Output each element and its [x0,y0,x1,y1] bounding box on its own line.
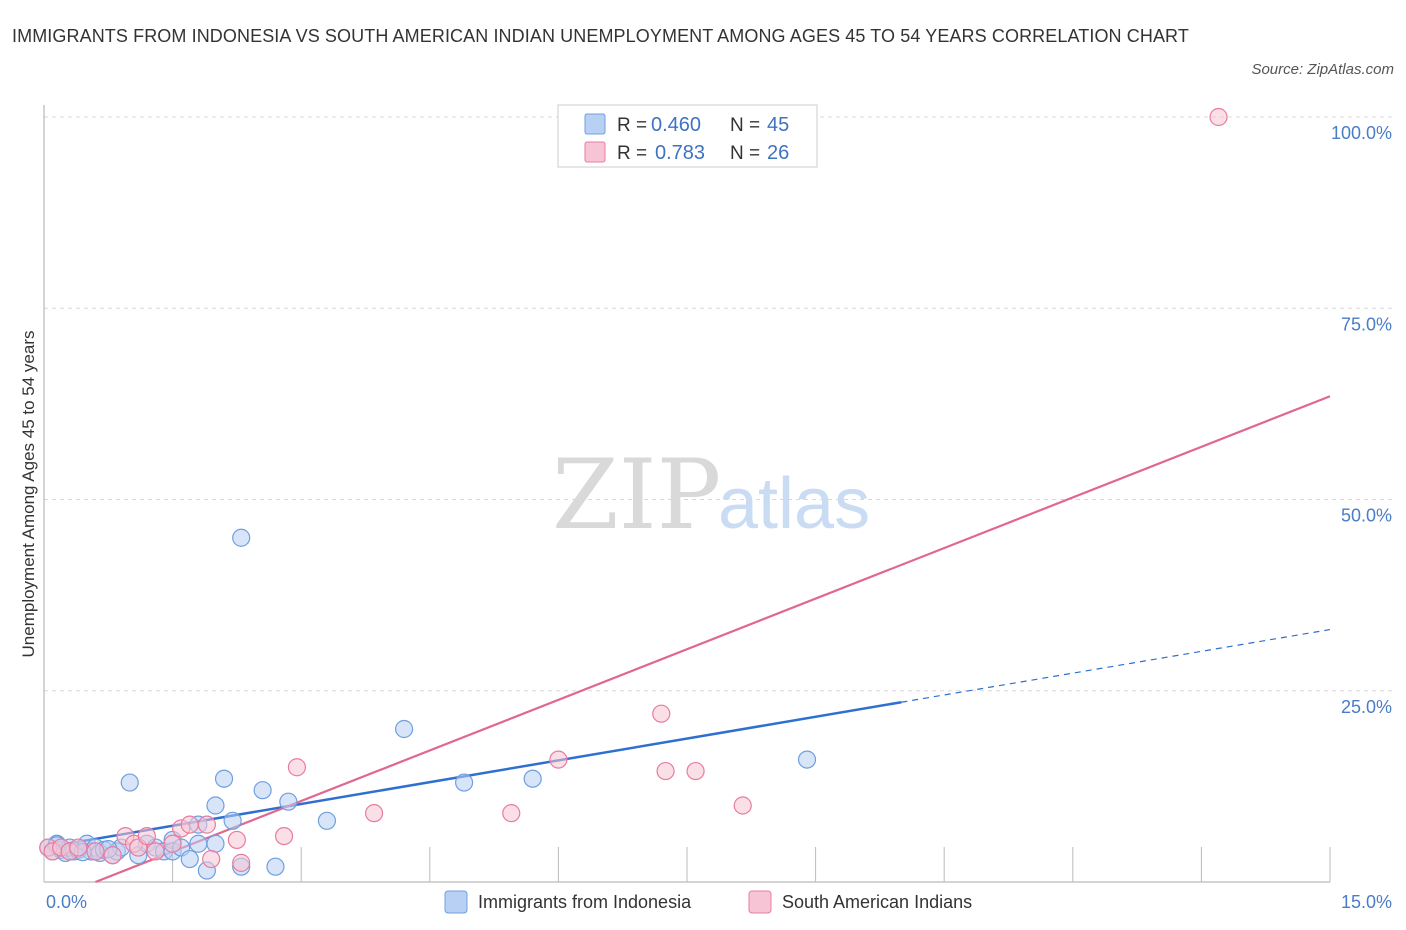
stats-legend: R = 0.460 N = 45 R = 0.783 N = 26 [557,104,818,168]
point-south-american-indians [1209,107,1228,127]
point-south-american-indians [502,804,521,823]
watermark-atlas: atlas [718,464,870,544]
series-legend-swatch-south-american-indians [748,890,772,914]
y-tick-label: 25.0% [1341,697,1392,717]
point-south-american-indians [232,853,251,872]
point-indonesia [317,811,337,830]
point-south-american-indians [163,834,182,853]
point-indonesia [454,773,474,792]
point-south-american-indians [364,804,384,823]
legend-r-label-pink: R = [617,143,647,164]
legend-n-label-blue: N = [730,115,760,136]
x-tick-label: 0.0% [46,892,87,912]
legend-swatch-blue [584,113,606,135]
point-south-american-indians [137,826,156,846]
data-points [39,107,1228,880]
y-tick-label: 75.0% [1341,314,1392,334]
legend-swatch-pink [584,141,606,163]
point-indonesia [797,750,817,769]
series-legend-label-south-american-indians: South American Indians [782,892,972,912]
series-legend: Immigrants from Indonesia South American… [444,890,972,914]
trend-line-indonesia-extension [901,628,1331,703]
point-south-american-indians [652,704,671,723]
series-legend-swatch-indonesia [444,890,468,914]
legend-n-label-pink: N = [730,143,760,164]
point-south-american-indians [733,796,752,815]
point-south-american-indians [274,826,294,846]
chart-title: IMMIGRANTS FROM INDONESIA VS SOUTH AMERI… [12,26,1189,46]
legend-r-value-blue: 0.460 [651,114,701,136]
gridlines [44,116,1392,692]
point-indonesia [120,773,139,792]
point-south-american-indians [146,842,165,861]
legend-r-value-pink: 0.783 [655,142,705,164]
point-south-american-indians [202,849,221,869]
point-indonesia [223,811,242,830]
legend-n-value-pink: 26 [767,142,789,164]
point-south-american-indians [103,846,122,865]
legend-r-label-blue: R = [617,115,647,136]
point-indonesia [394,719,414,739]
point-south-american-indians [197,815,216,834]
point-indonesia [279,792,298,811]
point-indonesia [523,769,542,788]
point-indonesia [206,796,225,815]
trend-line-south-american-indians [95,395,1331,884]
x-tick-label: 15.0% [1341,892,1392,912]
point-indonesia [189,834,208,853]
point-south-american-indians [86,842,105,861]
point-indonesia [180,849,199,869]
y-tick-label: 50.0% [1341,506,1392,526]
y-tick-label: 100.0% [1331,123,1392,143]
point-south-american-indians [549,750,568,769]
point-indonesia [266,857,285,876]
series-legend-label-indonesia: Immigrants from Indonesia [478,892,692,912]
point-south-american-indians [686,761,705,781]
y-axis-label: Unemployment Among Ages 45 to 54 years [19,331,38,658]
point-indonesia [253,781,272,800]
point-south-american-indians [287,758,307,777]
point-south-american-indians [227,830,246,850]
point-indonesia [206,834,225,853]
point-indonesia [214,769,234,788]
point-south-american-indians [180,815,199,834]
point-south-american-indians [656,761,675,781]
legend-n-value-blue: 45 [767,114,789,136]
point-south-american-indians [69,838,88,857]
source-credit: Source: ZipAtlas.com [1251,61,1394,78]
watermark-zip: ZIP [552,439,721,551]
axes: 25.0% 50.0% 75.0% 100.0% 0.0% 15.0% [43,105,1392,912]
point-indonesia [232,528,251,547]
